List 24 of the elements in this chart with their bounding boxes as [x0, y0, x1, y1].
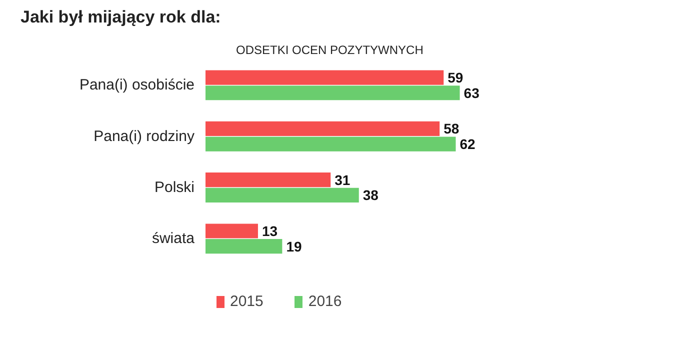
bar [206, 224, 258, 238]
bar [206, 239, 282, 254]
data-label: 13 [262, 222, 278, 239]
bar [206, 121, 440, 136]
chart-subtitle: ODSETKI OCEN POZYTYWNYCH [236, 43, 424, 58]
data-label: 63 [464, 84, 480, 101]
y-tick-label: świata [152, 230, 196, 248]
bar [206, 70, 444, 85]
data-label: 38 [362, 187, 379, 204]
legend-label: 2016 [308, 293, 342, 310]
y-tick-label: Polski [154, 179, 195, 196]
bar [206, 188, 359, 202]
data-label: 62 [460, 136, 476, 152]
legend-label: 2015 [230, 293, 264, 310]
y-tick-label: Pana(i) osobiście [79, 76, 195, 94]
bar [206, 172, 331, 188]
data-label: 31 [334, 172, 350, 188]
bar [206, 136, 456, 152]
chart-title: Jaki był mijający rok dla: [20, 8, 221, 26]
data-label: 19 [286, 238, 302, 254]
data-label: 58 [444, 120, 460, 137]
y-tick-label: Pana(i) rodziny [94, 128, 195, 145]
bar [206, 86, 460, 100]
data-label: 59 [448, 70, 464, 86]
